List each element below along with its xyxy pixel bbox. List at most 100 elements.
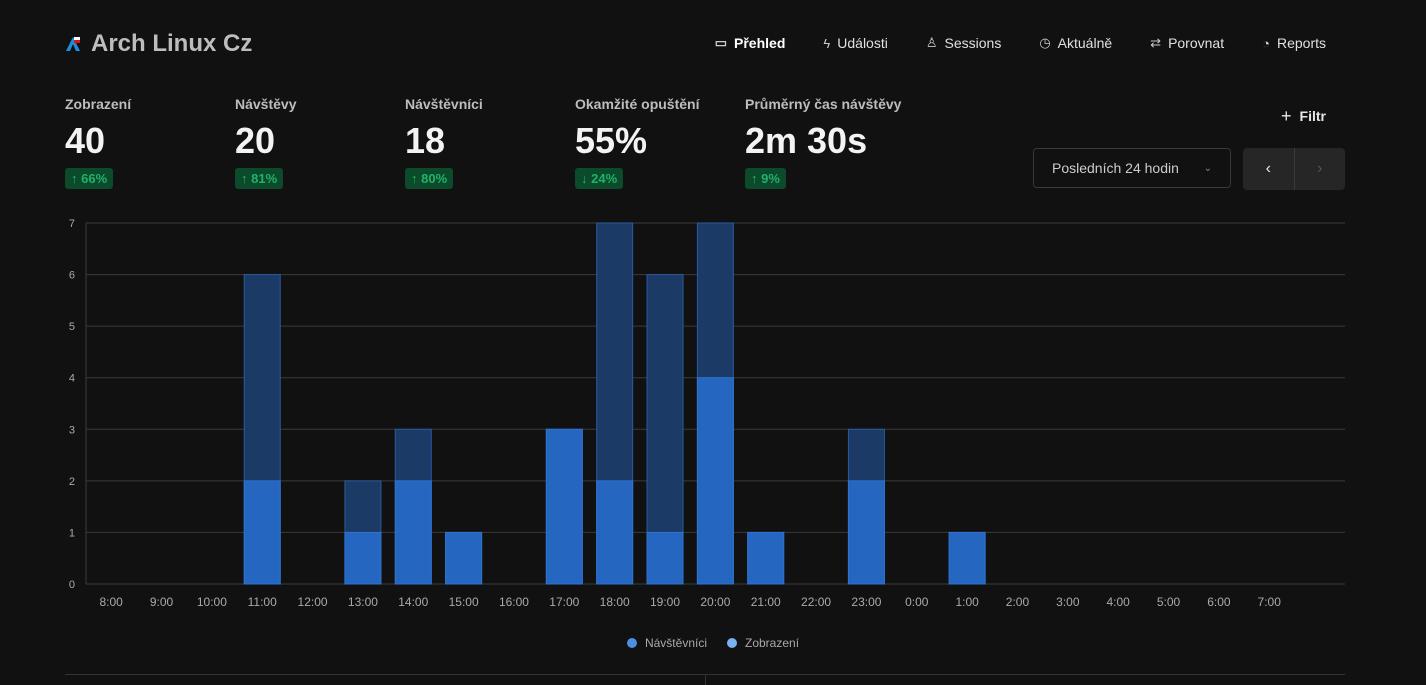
chevron-right-icon: › bbox=[1317, 160, 1323, 177]
x-tick-label: 8:00 bbox=[99, 595, 123, 609]
x-tick-label: 14:00 bbox=[398, 595, 428, 609]
y-tick-label: 7 bbox=[69, 218, 75, 230]
x-tick-label: 7:00 bbox=[1258, 595, 1282, 609]
next-button[interactable]: › bbox=[1293, 148, 1346, 190]
y-tick-label: 2 bbox=[69, 476, 75, 488]
metric-label: Okamžité opuštění bbox=[575, 96, 700, 112]
bar-visitors bbox=[646, 531, 684, 585]
nav-label: Porovnat bbox=[1168, 35, 1225, 51]
x-tick-label: 1:00 bbox=[955, 595, 979, 609]
chart-legend: Návštěvníci Zobrazení bbox=[0, 636, 1426, 650]
metric-visits[interactable]: Návštěvy 20 ↑ 81% bbox=[235, 96, 405, 189]
change-badge: ↓ 24% bbox=[575, 168, 624, 189]
legend-dot bbox=[727, 638, 737, 648]
bar-visitors bbox=[696, 377, 734, 585]
metric-value: 55% bbox=[575, 120, 648, 161]
nav-aktualne[interactable]: ◷ Aktuálně bbox=[1039, 35, 1112, 51]
metrics-bar: Zobrazení 40 ↑ 66% Návštěvy 20 ↑ 81% Návštěv… bbox=[65, 96, 915, 189]
metric-label: Návštěvníci bbox=[405, 96, 483, 112]
metric-views[interactable]: Zobrazení 40 ↑ 66% bbox=[65, 96, 235, 189]
chevron-left-icon: ‹ bbox=[1265, 160, 1271, 177]
x-tick-label: 11:00 bbox=[248, 595, 277, 609]
nav-label: Přehled bbox=[734, 35, 786, 51]
user-icon: ♙ bbox=[925, 35, 938, 50]
bar-visitors bbox=[847, 480, 885, 585]
metric-duration[interactable]: Průměrný čas návštěvy 2m 30s ↑ 9% bbox=[745, 96, 915, 189]
traffic-chart: 0 1 2 3 4 5 6 7 8:00 9:00 10:00 11:00 12:00 13:00 14:0… bbox=[69, 218, 1345, 609]
bar-visitors bbox=[344, 531, 382, 585]
metric-value: 40 bbox=[65, 120, 106, 161]
date-range-select[interactable]: Posledních 24 hodin ⌄ bbox=[1033, 148, 1231, 188]
x-tick-label: 22:00 bbox=[801, 595, 831, 609]
change-badge: ↑ 9% bbox=[745, 168, 786, 189]
nav-udalosti[interactable]: ϟ Události bbox=[823, 35, 887, 51]
x-tick-label: 15:00 bbox=[449, 595, 479, 609]
nav-prehled[interactable]: ▭ Přehled bbox=[715, 35, 786, 51]
nav-label: Reports bbox=[1276, 35, 1326, 51]
filter-button[interactable]: + Filtr bbox=[1281, 106, 1326, 126]
site-logo[interactable]: Arch Linux Cz bbox=[65, 30, 252, 58]
bar-visitors bbox=[445, 531, 483, 585]
nav-label: Sessions bbox=[944, 35, 1002, 51]
legend-label: Zobrazení bbox=[745, 636, 800, 650]
x-tick-label: 6:00 bbox=[1207, 595, 1231, 609]
y-tick-label: 1 bbox=[69, 527, 75, 539]
metric-label: Zobrazení bbox=[65, 96, 132, 112]
x-tick-label: 21:00 bbox=[751, 595, 781, 609]
x-tick-label: 23:00 bbox=[851, 595, 881, 609]
change-badge: ↑ 81% bbox=[235, 168, 284, 189]
swap-icon: ⇄ bbox=[1150, 35, 1162, 50]
y-tick-label: 3 bbox=[69, 424, 75, 436]
y-tick-label: 0 bbox=[69, 579, 75, 591]
change-badge: ↑ 66% bbox=[65, 168, 114, 189]
nav-label: Události bbox=[837, 35, 888, 51]
arch-logo-icon bbox=[66, 37, 80, 51]
x-tick-label: 4:00 bbox=[1106, 595, 1130, 609]
nav-sessions[interactable]: ♙ Sessions bbox=[926, 35, 1001, 51]
bar-visitors bbox=[596, 480, 634, 585]
metric-bounce[interactable]: Okamžité opuštění 55% ↓ 24% bbox=[575, 96, 745, 189]
x-tick-label: 13:00 bbox=[348, 595, 378, 609]
x-tick-label: 9:00 bbox=[150, 595, 174, 609]
y-tick-label: 6 bbox=[69, 270, 75, 282]
pie-icon: ◔ bbox=[1262, 35, 1270, 51]
x-tick-label: 2:00 bbox=[1006, 595, 1030, 609]
x-tick-label: 10:00 bbox=[197, 595, 227, 609]
legend-item-visitors[interactable]: Návštěvníci bbox=[626, 636, 707, 650]
legend-dot bbox=[626, 638, 637, 648]
nav-reports[interactable]: ◔ Reports bbox=[1262, 35, 1326, 51]
metric-visitors[interactable]: Návštěvníci 18 ↑ 80% bbox=[405, 96, 575, 189]
bar-visitors bbox=[243, 480, 281, 585]
metric-value: 2m 30s bbox=[745, 120, 868, 161]
legend-item-views[interactable]: Zobrazení bbox=[727, 636, 799, 650]
x-tick-label: 18:00 bbox=[600, 595, 630, 609]
x-tick-label: 16:00 bbox=[499, 595, 529, 609]
plus-icon: + bbox=[1281, 106, 1292, 126]
monitor-icon: ▭ bbox=[714, 35, 728, 50]
date-pager: ‹ › bbox=[1243, 148, 1345, 190]
nav-label: Aktuálně bbox=[1057, 35, 1113, 51]
x-tick-label: 0:00 bbox=[905, 595, 929, 609]
bolt-icon: ϟ bbox=[823, 35, 831, 51]
x-tick-label: 5:00 bbox=[1157, 595, 1181, 609]
bar-visitors bbox=[394, 480, 432, 585]
clock-icon: ◷ bbox=[1039, 35, 1051, 50]
bar-visitors bbox=[948, 531, 986, 585]
prev-button[interactable]: ‹ bbox=[1243, 148, 1294, 190]
metric-value: 20 bbox=[235, 120, 276, 161]
metric-label: Průměrný čas návštěvy bbox=[745, 96, 902, 112]
site-title: Arch Linux Cz bbox=[91, 30, 253, 57]
x-tick-label: 12:00 bbox=[298, 595, 328, 609]
x-tick-label: 19:00 bbox=[650, 595, 680, 609]
y-tick-label: 4 bbox=[69, 373, 75, 385]
y-tick-label: 5 bbox=[69, 321, 75, 333]
date-range-value: Posledních 24 hodin bbox=[1052, 160, 1179, 176]
change-badge: ↑ 80% bbox=[405, 168, 454, 189]
legend-label: Návštěvníci bbox=[644, 636, 707, 650]
nav-porovnat[interactable]: ⇄ Porovnat bbox=[1150, 35, 1224, 51]
bar-visitors bbox=[545, 428, 583, 585]
metric-value: 18 bbox=[405, 120, 446, 161]
chevron-down-icon: ⌄ bbox=[1203, 162, 1212, 174]
x-tick-label: 17:00 bbox=[549, 595, 579, 609]
bar-visitors bbox=[747, 531, 785, 585]
